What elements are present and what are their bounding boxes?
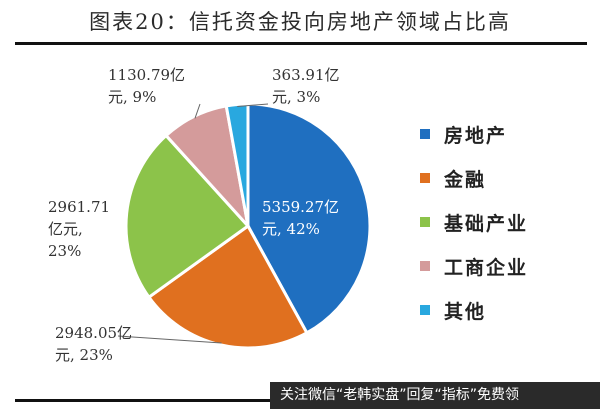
legend-item-industry-commerce: 工商企业 xyxy=(420,244,528,288)
legend-item-finance: 金融 xyxy=(420,156,528,200)
slice-label-line: 元, 42% xyxy=(262,220,320,238)
legend-swatch xyxy=(420,173,430,183)
slice-label-line: 2961.71 xyxy=(48,198,111,216)
slice-label-line: 元, 9% xyxy=(108,88,157,106)
slice-other xyxy=(224,102,250,227)
legend-label: 工商企业 xyxy=(444,256,529,279)
legend-swatch xyxy=(420,217,430,227)
slice-label-line: 363.91亿 xyxy=(272,66,340,84)
slice-label-line: 元, 23% xyxy=(55,346,113,364)
legend-swatch xyxy=(420,129,430,139)
slice-finance xyxy=(146,223,309,350)
legend-label: 房地产 xyxy=(444,124,508,147)
legend-label: 其他 xyxy=(444,300,487,323)
slice-label-line: 1130.79亿 xyxy=(108,66,186,84)
slice-label-line: 23% xyxy=(48,242,82,260)
legend-item-infrastructure: 基础产业 xyxy=(420,200,528,244)
slice-label-infrastructure: 2961.71 亿元, 23% xyxy=(48,196,110,262)
legend: 房地产 金融 基础产业 工商企业 其他 xyxy=(420,112,528,332)
watermark-banner: 关注微信“老韩实盘”回复“指标”免费领 xyxy=(270,382,600,409)
legend-item-real-estate: 房地产 xyxy=(420,112,528,156)
legend-item-other: 其他 xyxy=(420,288,528,332)
legend-label: 基础产业 xyxy=(444,212,529,235)
top-rule xyxy=(15,42,587,45)
slice-label-line: 元, 3% xyxy=(272,88,321,106)
slice-label-industry-commerce: 1130.79亿 元, 9% xyxy=(108,64,185,108)
slice-label-line: 5359.27亿 xyxy=(262,198,340,216)
chart-title: 图表20：信托资金投向房地产领域占比高 xyxy=(89,10,511,34)
slice-real-estate xyxy=(246,102,372,335)
slice-label-line: 2948.05亿 xyxy=(55,324,133,342)
slice-infrastructure xyxy=(124,133,251,300)
leader-line xyxy=(117,335,222,344)
slice-label-real-estate: 5359.27亿 元, 42% xyxy=(262,196,339,240)
legend-swatch xyxy=(420,305,430,315)
legend-swatch xyxy=(420,261,430,271)
leader-line xyxy=(194,103,201,119)
slice-label-line: 亿元, xyxy=(48,220,83,238)
slice-label-other: 363.91亿 元, 3% xyxy=(272,64,340,108)
slice-label-finance: 2948.05亿 元, 23% xyxy=(55,322,132,366)
legend-label: 金融 xyxy=(444,168,487,191)
leader-line xyxy=(237,103,269,107)
